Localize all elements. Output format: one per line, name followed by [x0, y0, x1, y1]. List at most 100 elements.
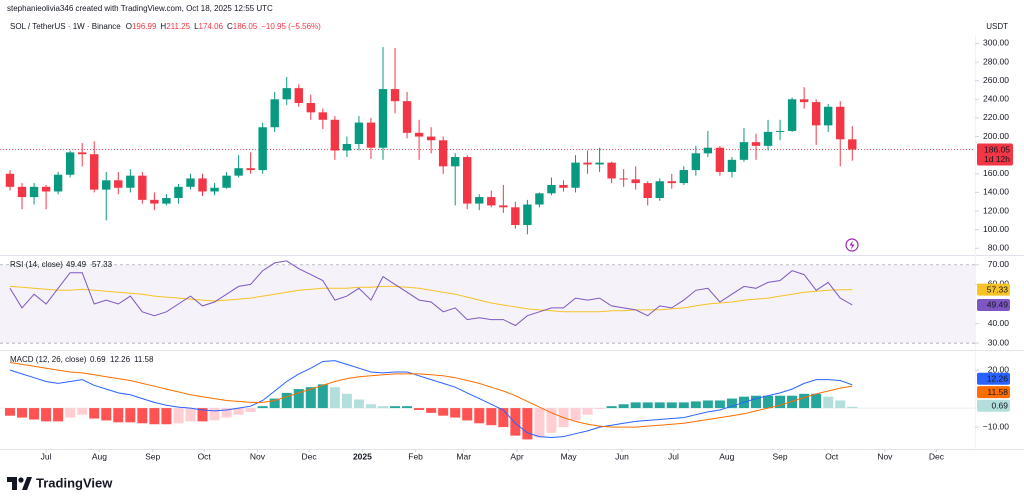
last-price-box	[977, 143, 1013, 166]
histogram-bar	[702, 400, 713, 409]
candle-body	[511, 207, 520, 225]
candle-body	[836, 106, 845, 140]
x-tick-label: Dec	[929, 451, 945, 461]
candle-body	[402, 101, 412, 133]
candle-body	[138, 175, 147, 200]
candle-body	[282, 88, 291, 100]
candle-body	[222, 175, 231, 188]
histogram-bar	[678, 402, 689, 409]
candle-body	[414, 132, 424, 137]
histogram-bar	[53, 408, 64, 422]
histogram-bar	[510, 408, 521, 436]
candle-body	[763, 131, 773, 146]
legend-value: 11.58	[134, 355, 154, 364]
y-tick-label: 80.00	[988, 243, 1010, 253]
histogram-bar	[29, 408, 40, 420]
close-label: C	[227, 22, 233, 31]
rsi-line	[9, 260, 853, 327]
candle-body	[559, 184, 568, 188]
brand-logo	[7, 477, 32, 490]
candle-body	[607, 162, 616, 179]
legend-value: 0.69	[90, 355, 106, 364]
histogram-bar	[438, 408, 449, 416]
candle-body	[366, 122, 376, 148]
y-tick-label: 200.00	[983, 131, 1009, 141]
last-value-label-box	[977, 298, 1010, 311]
histogram-bar	[618, 404, 629, 409]
candle-body	[174, 186, 183, 198]
indicator-title: MACD (12, 26, close)	[10, 355, 87, 364]
histogram-bar	[221, 408, 232, 418]
histogram-bar	[233, 408, 244, 415]
histogram-bar	[281, 392, 292, 409]
x-tick-label: Oct	[825, 451, 839, 461]
last-value-label: 12.26	[987, 374, 1009, 384]
histogram-bar	[474, 408, 485, 424]
candle-body	[703, 147, 713, 154]
y-tick-label: 300.00	[983, 38, 1009, 48]
open-label: O	[126, 22, 132, 31]
last-price-label: 186.05	[984, 144, 1010, 154]
candle-body	[246, 168, 255, 171]
candle-body	[499, 205, 508, 208]
histogram-bar	[137, 408, 148, 424]
candle-body	[691, 153, 701, 171]
candle-body	[330, 119, 340, 151]
histogram-bar	[197, 408, 208, 422]
last-value-label: 11.58	[987, 387, 1008, 397]
histogram-bar	[690, 401, 701, 409]
macd-line	[9, 362, 853, 428]
candle-body	[811, 102, 821, 126]
y-tick-label: 30.00	[988, 337, 1010, 347]
candle-body	[631, 179, 640, 184]
x-tick-label: Feb	[408, 451, 423, 461]
histogram-bar	[414, 408, 425, 410]
candle-body	[294, 88, 303, 104]
x-tick-label: Jul	[668, 451, 679, 461]
x-tick-label: Apr	[510, 451, 523, 461]
candle-body	[17, 186, 27, 198]
last-value-label-box	[977, 386, 1010, 399]
candle-body	[210, 187, 219, 192]
x-tick-label: Sep	[145, 451, 160, 461]
histogram-bar	[390, 406, 401, 409]
candle-body	[426, 136, 436, 141]
x-tick-label: Nov	[877, 451, 893, 461]
histogram-bar	[377, 406, 388, 409]
x-tick-label: Oct	[198, 451, 212, 461]
x-tick-label: Aug	[92, 451, 107, 461]
legend-value: 12.26	[110, 355, 131, 364]
histogram-bar	[113, 408, 124, 423]
candle-body	[5, 173, 15, 187]
histogram-bar	[775, 395, 786, 409]
candle-body	[29, 186, 39, 198]
low-value: 174.06	[199, 22, 224, 31]
histogram-bar	[462, 408, 473, 421]
histogram-bar	[65, 408, 76, 418]
histogram-bar	[726, 398, 737, 409]
x-tick-label: Sep	[773, 451, 788, 461]
histogram-bar	[209, 408, 220, 421]
y-tick-label: 260.00	[983, 75, 1009, 85]
histogram-bar	[89, 408, 100, 419]
x-tick-label: Dec	[302, 451, 318, 461]
histogram-bar	[546, 408, 557, 433]
candle-body	[475, 197, 484, 204]
histogram-bar	[450, 408, 461, 418]
y-tick-label: 220.00	[983, 112, 1009, 122]
candle-body	[595, 162, 604, 165]
histogram-bar	[751, 395, 762, 409]
close-value: 186.05	[233, 22, 258, 31]
histogram-bar	[594, 408, 605, 410]
histogram-bar	[426, 408, 437, 413]
x-tick-label: Jul	[41, 451, 52, 461]
candle-body	[53, 174, 63, 192]
histogram-bar	[799, 393, 810, 409]
high-label: H	[160, 22, 166, 31]
candle-body	[41, 186, 51, 192]
histogram-bar	[365, 404, 376, 409]
candle-body	[354, 122, 364, 144]
candle-body	[390, 89, 400, 102]
low-label: L	[194, 22, 199, 31]
candle-body	[775, 130, 785, 132]
